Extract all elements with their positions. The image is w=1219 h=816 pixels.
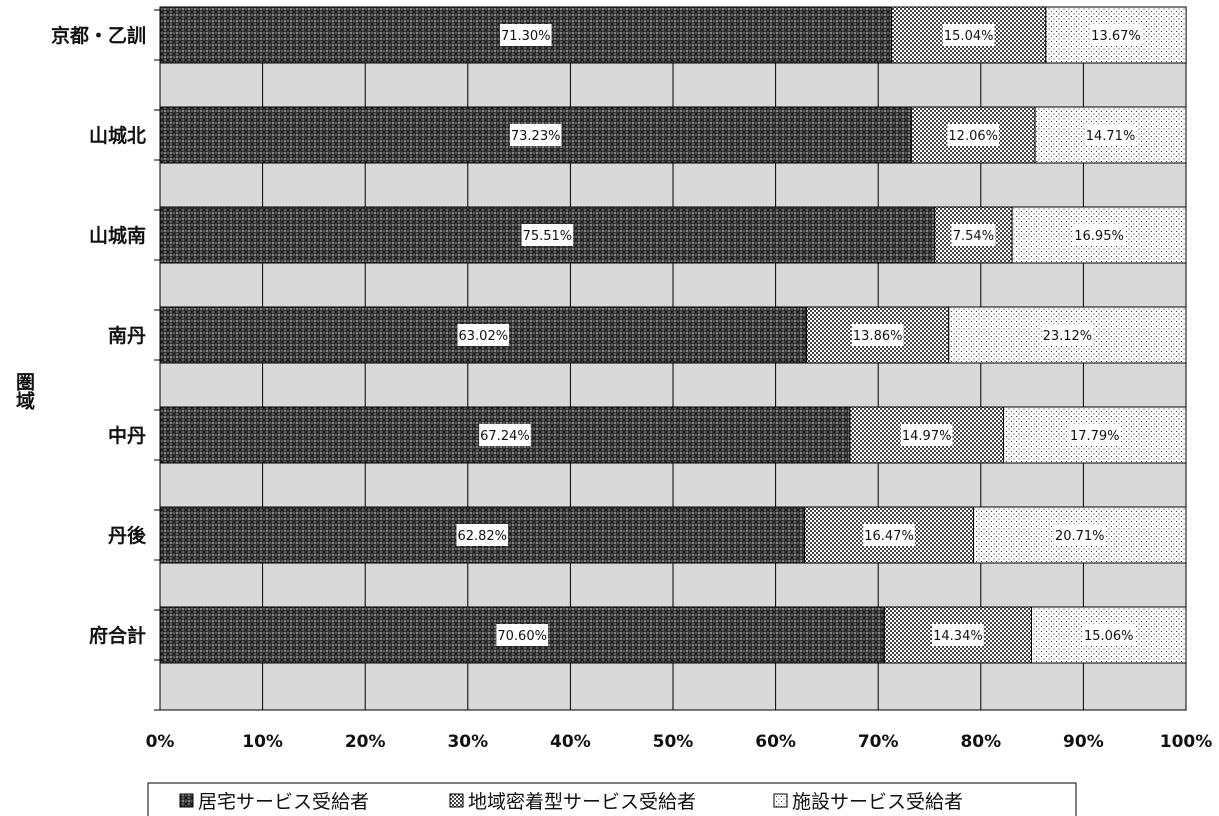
data-label-background [1041,324,1094,346]
data-label-background [1084,124,1137,146]
x-tick-label: 20% [345,732,386,752]
data-label-background [1068,424,1121,446]
data-label-background [509,124,562,146]
data-label: 16.95% [1074,229,1124,244]
data-label: 20.71% [1055,529,1105,544]
x-tick-label: 50% [653,732,694,752]
data-label-background [499,24,552,46]
category-label: 丹後 [108,524,147,547]
data-label-background [1082,624,1135,646]
data-label: 16.47% [864,529,914,544]
legend-box [147,782,1077,816]
x-tick-label: 40% [550,732,591,752]
data-label: 15.04% [944,29,994,44]
data-label: 73.23% [511,129,561,144]
category-label: 京都・乙訓 [51,24,146,47]
data-label-background [951,224,996,246]
data-label-background [863,524,915,546]
data-label: 13.67% [1091,29,1141,44]
legend-swatch [773,793,788,808]
category-label: 中丹 [108,424,146,447]
data-label: 13.86% [853,329,903,344]
data-label: 12.06% [948,129,998,144]
data-label: 71.30% [501,29,551,44]
x-tick-label: 10% [242,732,283,752]
data-label: 70.60% [497,629,547,644]
x-tick-label: 90% [1063,732,1104,752]
legend-label: 施設サービス受給者 [792,791,963,813]
category-label: 山城南 [89,224,146,247]
data-label-background [1073,224,1125,246]
category-label: 府合計 [89,624,146,647]
data-label: 67.24% [480,429,530,444]
data-label-background [932,624,984,646]
legend-swatch [449,793,464,808]
data-label-background [457,324,510,346]
data-label-background [456,524,509,546]
x-tick-label: 70% [858,732,899,752]
labels: 71.30% 15.04% 13.67% 京都・乙訓 73.23% 12.06% 14.71… [51,24,1212,752]
data-label-background [851,324,904,346]
legend-label: 地域密着型サービス受給者 [468,791,696,813]
data-label-background [947,124,1000,146]
data-label: 14.97% [902,429,952,444]
data-label: 17.79% [1070,429,1120,444]
data-label: 23.12% [1043,329,1093,344]
y-axis-title: 圏域 [13,372,35,410]
data-label: 75.51% [523,229,573,244]
data-label-background [942,24,995,46]
data-label-background [1053,524,1106,546]
data-label: 14.71% [1086,129,1136,144]
x-tick-label: 30% [447,732,488,752]
data-label-background [479,424,531,446]
legend-swatch [179,793,194,808]
data-label: 7.54% [953,229,994,244]
x-tick-label: 100% [1160,732,1213,752]
data-label: 62.82% [457,529,507,544]
data-label-background [1090,24,1142,46]
x-tick-label: 80% [960,732,1001,752]
legend-label: 居宅サービス受給者 [198,791,369,813]
category-label: 南丹 [108,325,146,347]
data-label-background [521,224,574,246]
data-label-background [900,424,953,446]
data-label-background [496,624,548,646]
data-label: 15.06% [1084,629,1134,644]
data-label: 63.02% [459,329,509,344]
legend: 居宅サービス受給者 地域密着型サービス受給者 施設サービス受給者 [147,782,1077,816]
data-label: 14.34% [933,629,983,644]
x-tick-label: 60% [755,732,796,752]
x-tick-label: 0% [146,732,175,752]
category-label: 山城北 [89,124,146,147]
